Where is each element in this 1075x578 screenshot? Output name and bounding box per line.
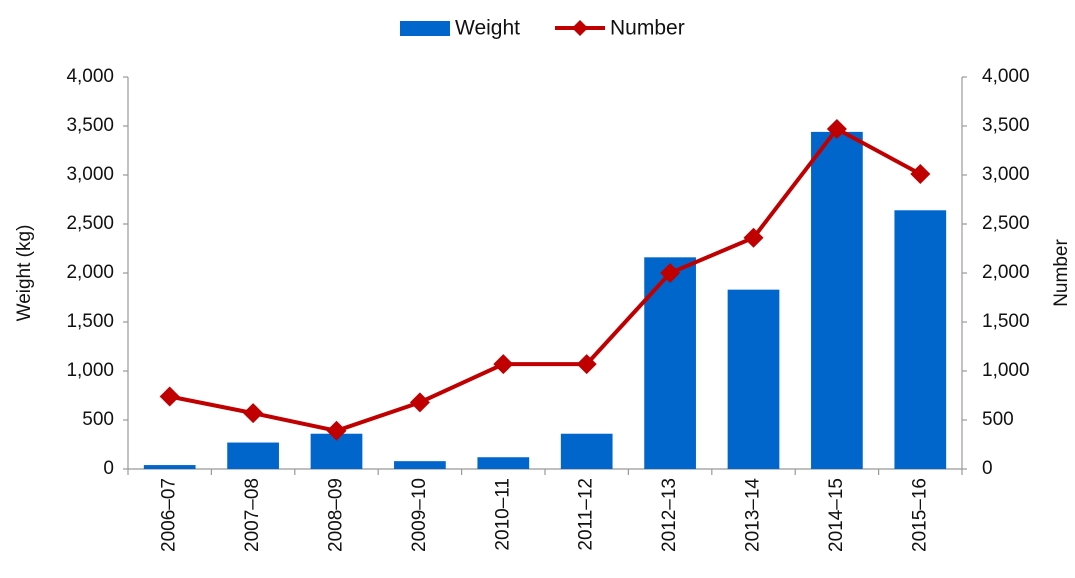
bar [394,461,446,469]
bar [727,289,780,469]
y2-axis-label: Number [1051,239,1072,307]
legend-swatch [400,21,450,36]
x-tick-label: 2006–07 [159,478,180,552]
bar [560,433,613,469]
y2-tick-label: 1,500 [982,311,1030,332]
y-tick-label: 0 [103,458,114,479]
y2-tick-label: 2,000 [982,262,1030,283]
y2-tick-label: 4,000 [982,66,1030,87]
y-tick-label: 2,000 [66,262,114,283]
bar [644,257,696,469]
y2-tick-label: 2,500 [982,213,1030,234]
marker [493,354,514,375]
x-tick-label: 2011–12 [576,478,597,551]
y-tick-label: 4,000 [66,66,114,87]
legend-label: Number [610,17,685,40]
y2-tick-label: 1,000 [982,360,1030,381]
y2-tick-label: 3,000 [982,164,1030,185]
y2-tick-label: 500 [982,409,1014,430]
bar [143,465,196,469]
y2-tick-label: 0 [982,458,993,479]
x-tick-label: 2009–10 [409,478,430,552]
x-tick-label: 2014–15 [826,478,847,552]
bar [811,131,863,469]
x-tick-label: 2008–09 [326,478,347,552]
marker [910,164,931,185]
bar [477,457,530,469]
x-tick-label: 2013–14 [743,478,764,552]
marker [159,386,180,407]
y-tick-label: 1,500 [66,311,114,332]
marker [826,118,847,139]
y2-tick-label: 3,500 [982,115,1030,136]
legend-label: Weight [455,17,520,40]
y-tick-label: 1,000 [66,360,114,381]
y-tick-label: 3,500 [66,115,114,136]
marker [576,354,597,375]
bar [894,210,947,469]
x-tick-label: 2015–16 [909,478,930,552]
x-tick-label: 2007–08 [242,478,263,552]
bar [227,442,279,469]
marker [409,392,430,413]
y-tick-label: 500 [82,409,114,430]
y-tick-label: 3,000 [66,164,114,185]
x-tick-label: 2010–11 [492,478,513,551]
marker [243,403,264,424]
marker [660,263,681,283]
legend-marker [572,20,588,36]
marker [326,420,347,441]
x-tick-label: 2012–13 [659,478,680,552]
marker [743,227,764,248]
y-tick-label: 2,500 [66,213,114,234]
y-axis-label: Weight (kg) [14,225,35,322]
line [169,126,922,433]
